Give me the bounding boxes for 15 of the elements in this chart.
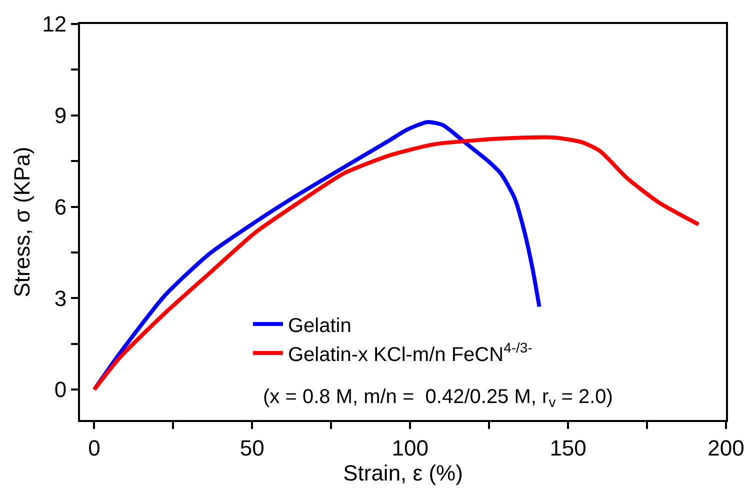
x-tick-label: 50 <box>240 435 264 460</box>
legend-label: Gelatin-x KCl-m/n FeCN$^{4-/3-}$ <box>288 339 533 366</box>
y-tick-label: 0 <box>54 377 67 402</box>
x-tick-label: 0 <box>88 435 100 460</box>
x-axis-title: Strain, ε (%) <box>343 460 463 486</box>
y-axis-title: Stress, σ (KPa) <box>9 146 34 298</box>
y-tick-label: 6 <box>54 194 67 220</box>
annotation: (x = 0.8 M, m/n = 0.42/0.25 M, r$_{v}$ = 2.0) <box>263 386 613 410</box>
x-tick-label: 200 <box>708 435 744 460</box>
y-tick-label: 9 <box>54 103 67 128</box>
y-tick-label: 12 <box>42 12 67 37</box>
x-tick-label: 100 <box>392 435 428 460</box>
y-tick-label: 3 <box>54 286 67 311</box>
x-tick-label: 150 <box>550 435 586 460</box>
legend-label: Gelatin <box>288 314 352 337</box>
